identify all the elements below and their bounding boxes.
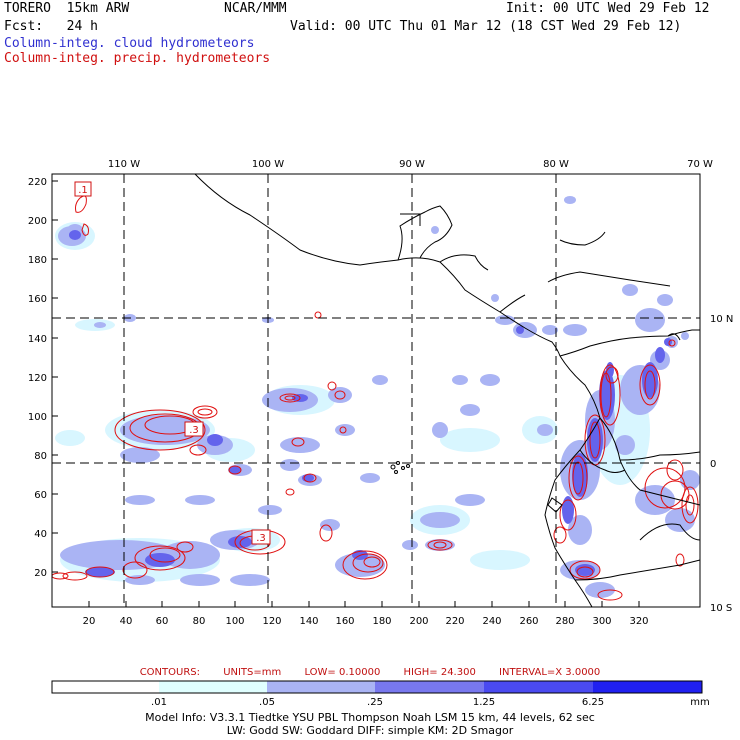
model-info-line1: Model Info: V3.3.1 Tiedtke YSU PBL Thomp… (145, 711, 595, 724)
x-tick-label: 80 (193, 616, 206, 627)
x-tick-label: 300 (592, 616, 611, 627)
y-index-labels: 220 200 180 160 140 120 100 80 60 40 20 (28, 177, 47, 579)
x-index-labels: 20 40 60 80 100 120 140 160 180 200 220 … (83, 616, 649, 627)
contour-interval: INTERVAL=X 3.0000 (499, 667, 601, 678)
y-tick-label: 200 (28, 216, 47, 227)
contour-label: .3 (256, 533, 266, 544)
x-tick-label: 260 (519, 616, 538, 627)
init-time: Init: 00 UTC Wed 29 Feb 12 (506, 1, 710, 16)
valid-time: Valid: 00 UTC Thu 01 Mar 12 (18 CST Wed … (290, 19, 682, 34)
colorbar-segment (267, 681, 375, 693)
y-tick-label: 140 (28, 334, 47, 345)
forecast-hour: Fcst: 24 h (4, 19, 98, 34)
contour-info: CONTOURS: UNITS=mm LOW= 0.10000 HIGH= 24… (0, 667, 740, 678)
x-tick-label: 20 (83, 616, 96, 627)
contour-high: HIGH= 24.300 (403, 667, 476, 678)
colorbar-segment (159, 681, 267, 693)
contour-low: LOW= 0.10000 (304, 667, 381, 678)
x-tick-label: 220 (445, 616, 464, 627)
coastlines (194, 173, 701, 608)
precip-contours (51, 195, 699, 601)
y-tick-label: 60 (34, 490, 47, 501)
lat-label: 10 N (710, 314, 733, 325)
y-tick-label: 120 (28, 373, 47, 384)
contour-label-box (184, 421, 204, 437)
lon-label: 90 W (399, 159, 425, 170)
contour-info-label: CONTOURS: (139, 667, 200, 678)
colorbar-label: .01 (151, 697, 167, 708)
contour-label-boxes: .1 .3 .3 (74, 181, 271, 545)
y-tick-label: 100 (28, 412, 47, 423)
x-tick-label: 40 (120, 616, 133, 627)
lon-label: 100 W (252, 159, 284, 170)
contour-units: UNITS=mm (223, 667, 282, 678)
contour-label: .3 (189, 425, 199, 436)
colorbar-frame (51, 680, 703, 694)
lat-label: 10 S (710, 603, 732, 614)
colorbar-label: 6.25 (582, 697, 604, 708)
map-background (52, 174, 700, 607)
colorbar-unit: mm (690, 697, 709, 708)
colorbar-label: .05 (259, 697, 275, 708)
y-tick-label: 220 (28, 177, 47, 188)
y-tick-label: 40 (34, 529, 47, 540)
x-tick-label: 60 (156, 616, 169, 627)
x-tick-label: 240 (482, 616, 501, 627)
lon-label: 110 W (108, 159, 140, 170)
x-tick-label: 280 (555, 616, 574, 627)
y-tick-label: 80 (34, 451, 47, 462)
center-name: NCAR/MMM (224, 1, 287, 16)
lat-label: 0 (710, 459, 716, 470)
contour-label-box (74, 181, 92, 197)
lon-label: 70 W (687, 159, 713, 170)
x-tick-label: 120 (262, 616, 281, 627)
x-tick-label: 160 (335, 616, 354, 627)
galapagos-islands (390, 461, 410, 474)
lat-labels: 10 N 0 10 S (710, 314, 733, 614)
lon-label: 80 W (543, 159, 569, 170)
contour-label-box (251, 529, 271, 545)
axis-ticks (52, 180, 640, 607)
x-tick-label: 200 (409, 616, 428, 627)
model-title: TORERO 15km ARW (4, 1, 130, 16)
colorbar: .01 .05 .25 1.25 6.25 mm (51, 680, 710, 708)
colorbar-segment (484, 681, 593, 693)
precip-field-label: Column-integ. precip. hydrometeors (4, 51, 271, 66)
x-tick-label: 140 (299, 616, 318, 627)
y-tick-label: 180 (28, 255, 47, 266)
cloud-field-label: Column-integ. cloud hydrometeors (4, 36, 255, 51)
colorbar-label: 1.25 (473, 697, 495, 708)
colorbar-segment (593, 681, 702, 693)
colorbar-label: .25 (367, 697, 383, 708)
y-tick-label: 20 (34, 568, 47, 579)
x-tick-label: 100 (225, 616, 244, 627)
colorbar-segment (52, 681, 159, 693)
x-tick-label: 320 (629, 616, 648, 627)
contour-label: .1 (78, 185, 88, 196)
map-frame (51, 173, 701, 608)
lon-labels: 110 W 100 W 90 W 80 W 70 W (108, 159, 713, 170)
y-tick-label: 160 (28, 294, 47, 305)
model-info-line2: LW: Godd SW: Goddard DIFF: simple KM: 2D… (226, 724, 514, 737)
graticule (52, 174, 700, 607)
colorbar-segment (375, 681, 484, 693)
x-tick-label: 180 (372, 616, 391, 627)
